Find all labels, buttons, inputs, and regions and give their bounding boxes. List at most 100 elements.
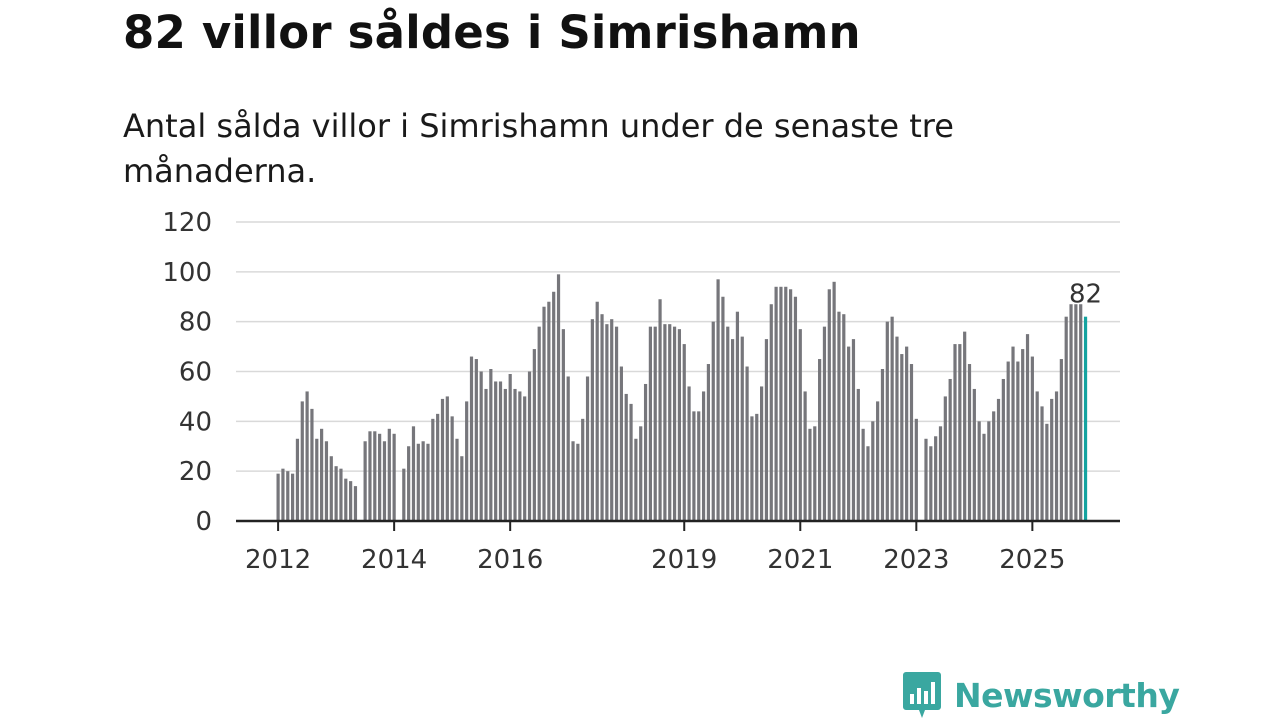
bar [276,473,280,521]
bar [760,386,764,521]
bar [576,443,580,521]
bar [1079,304,1083,521]
bar [411,426,416,521]
bar [469,356,474,521]
bar [740,336,744,521]
bar [315,438,319,521]
bar [503,388,507,521]
bar [895,336,899,521]
bar [697,411,701,521]
bar [871,421,875,521]
bar [885,321,889,521]
bar [1074,304,1078,521]
bar [334,466,338,521]
bar [996,398,1001,521]
y-tick-label-20: 20 [179,457,212,487]
bar [856,388,860,521]
bar [963,331,967,521]
bar [890,316,894,521]
bar [769,304,773,521]
bar [711,321,715,521]
bar [532,349,536,521]
bar [624,393,628,521]
bar [585,376,590,521]
bar [658,299,662,521]
bar [368,431,372,521]
bar [726,326,730,521]
bar [953,344,957,521]
bar [556,274,561,521]
bar [552,291,556,521]
bar [701,391,706,521]
bar [605,324,609,521]
bar [943,396,947,521]
bar [716,279,720,521]
bar [344,478,348,521]
bar [643,383,648,521]
axis-labels: 0 20 40 60 80 100 120 82 2012 2014 2016 2019 2021 202… [162,208,1102,575]
bar [329,456,333,521]
bar [291,473,295,521]
bar [561,329,565,521]
bar [1016,361,1020,521]
bar [600,314,604,521]
bar [445,396,449,521]
bar [851,339,856,521]
bar [663,324,667,521]
newsworthy-logo-icon [903,672,941,718]
bar [798,329,802,521]
bars [276,274,1088,521]
bar [900,354,904,521]
bar [474,359,478,521]
bar [455,438,459,521]
bar [672,326,677,521]
bar [402,468,406,521]
bar [542,306,546,521]
bar [687,386,691,521]
bar [324,441,329,521]
bar [847,346,851,521]
bar [909,364,914,521]
bar [392,433,396,521]
bar [972,388,976,521]
bar [861,428,865,521]
bar [387,428,391,521]
highlight-value-label: 82 [1069,280,1102,310]
bar [764,339,769,521]
bar [677,329,682,521]
x-tick-label-2025: 2025 [999,545,1065,575]
bar [629,403,633,521]
newsworthy-brand[interactable]: Newsworthy [902,670,1180,720]
bar [305,391,309,521]
bar [818,359,822,521]
bar [1001,378,1005,521]
x-tick-label-2021: 2021 [767,545,833,575]
gridlines [236,221,1120,472]
page-title: 82 villor såldes i Simrishamn [123,6,861,59]
bar [938,426,943,521]
bar [595,301,599,521]
bar [310,408,314,521]
bar [353,486,358,521]
bar [682,344,686,521]
bar [547,301,551,521]
bar [590,319,594,521]
bar [634,438,638,521]
x-tick-label-2019: 2019 [651,545,717,575]
bar [832,281,836,521]
bar [735,311,740,521]
bar [653,326,657,521]
bar [977,421,981,521]
bar [706,364,711,521]
bar [774,286,778,521]
bar [779,286,783,521]
page-subtitle: Antal sålda villor i Simrishamn under de… [123,107,954,190]
bar [286,471,290,521]
bar [295,438,300,521]
bar [421,441,425,521]
bar [789,289,793,521]
bar [803,391,807,521]
bar [934,436,938,521]
bar [610,319,614,521]
